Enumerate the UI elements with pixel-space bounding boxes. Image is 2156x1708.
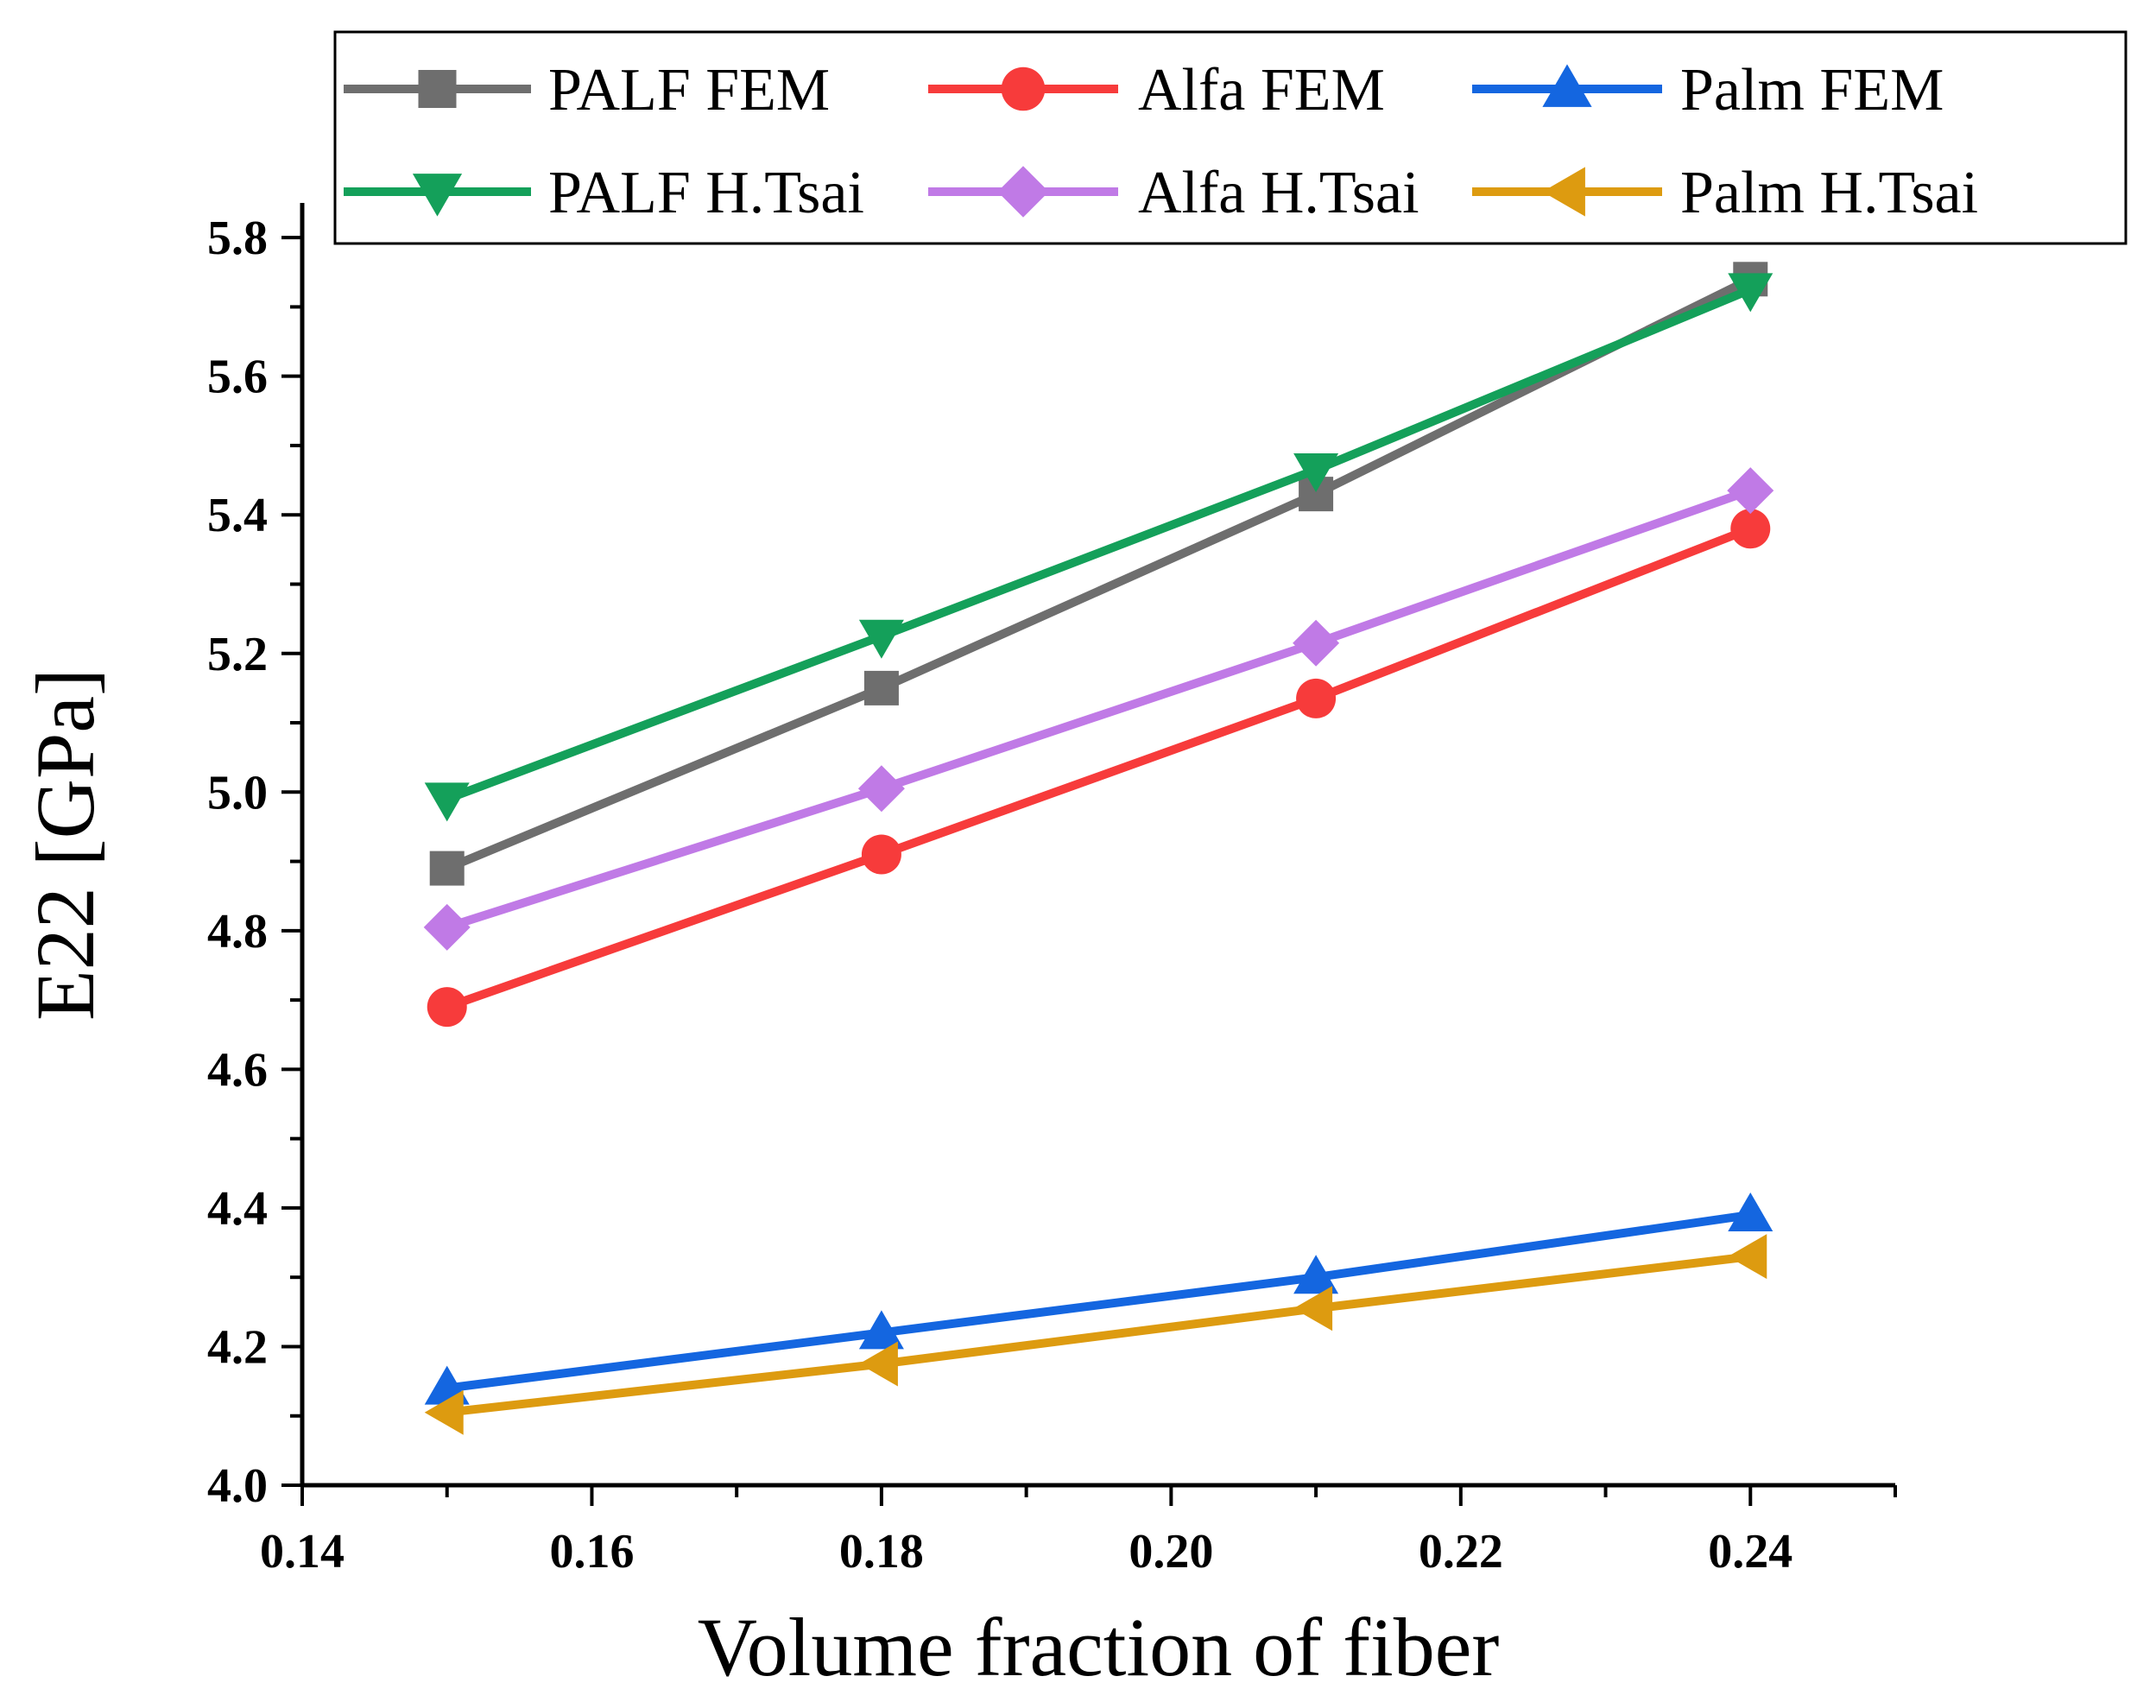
y-tick-label: 4.0 xyxy=(207,1459,268,1513)
data-point-2-1 xyxy=(858,1310,904,1350)
legend-entry-2: Palm FEM xyxy=(1472,57,1944,123)
legend-marker-2 xyxy=(1542,64,1592,107)
y-tick-label: 4.4 xyxy=(207,1182,268,1236)
legend-label-3: PALF H.Tsai xyxy=(548,160,864,226)
series-line-0 xyxy=(445,275,1753,873)
data-point-4-3 xyxy=(1727,467,1774,515)
series-line-1 xyxy=(446,524,1753,1011)
legend-label-0: PALF FEM xyxy=(548,57,830,123)
y-tick-label: 5.2 xyxy=(207,628,268,681)
series-line-5 xyxy=(446,1252,1751,1417)
y-tick-label: 5.6 xyxy=(207,351,268,404)
x-tick-label: 0.24 xyxy=(1708,1525,1792,1578)
legend-entry-4: Alfa H.Tsai xyxy=(928,160,1419,226)
legend-entry-3: PALF H.Tsai xyxy=(344,160,864,226)
legend: PALF FEM Alfa FEM Palm FEM PALF H.Tsai Alfa … xyxy=(333,30,2128,245)
axes-layer: 0.14 0.16 0.18 0.20 0.22 0.24 4.0 4.2 4.4 4.6 4.8 5… xyxy=(207,203,1897,1578)
series-3 xyxy=(424,273,1773,822)
data-point-2-2 xyxy=(1293,1255,1339,1294)
x-axis-title: Volume fraction of fiber xyxy=(698,1601,1500,1693)
legend-box xyxy=(333,30,2128,245)
y-tick-label: 5.8 xyxy=(207,212,268,265)
x-tick-label: 0.18 xyxy=(839,1525,924,1578)
legend-marker-1 xyxy=(1001,66,1046,111)
data-point-0-0 xyxy=(429,851,465,886)
series-5 xyxy=(424,1234,1767,1435)
legend-label-4: Alfa H.Tsai xyxy=(1138,160,1419,226)
y-tick-label: 5.0 xyxy=(207,766,268,819)
data-point-1-3 xyxy=(1730,509,1771,549)
legend-label-2: Palm FEM xyxy=(1680,57,1944,123)
y-tick-label: 4.6 xyxy=(207,1043,268,1097)
legend-marker-0 xyxy=(418,70,457,108)
data-point-5-0 xyxy=(424,1389,464,1435)
legend-entry-0: PALF FEM xyxy=(344,57,830,123)
data-point-3-2 xyxy=(1293,453,1339,493)
y-axis-title: E22 [GPa] xyxy=(19,668,111,1021)
data-point-1-2 xyxy=(1296,678,1337,718)
data-point-0-1 xyxy=(863,670,899,705)
data-point-4-0 xyxy=(423,903,471,951)
data-point-5-2 xyxy=(1293,1286,1333,1332)
data-point-3-3 xyxy=(1728,273,1773,313)
y-tick-label: 5.4 xyxy=(207,489,268,542)
series-4 xyxy=(423,467,1774,951)
x-tick-label: 0.14 xyxy=(260,1525,345,1578)
series-2 xyxy=(424,1192,1773,1405)
x-tick-label: 0.22 xyxy=(1419,1525,1503,1578)
legend-marker-3 xyxy=(412,174,463,217)
data-point-1-0 xyxy=(427,987,467,1028)
data-point-3-0 xyxy=(424,782,470,822)
series-0 xyxy=(429,262,1768,886)
data-point-4-1 xyxy=(857,765,905,813)
y-tick-label: 4.2 xyxy=(207,1320,268,1374)
data-point-4-2 xyxy=(1293,619,1340,667)
series-line-3 xyxy=(445,285,1753,804)
legend-marker-5 xyxy=(1542,167,1585,217)
series-line-4 xyxy=(446,486,1752,932)
legend-entry-1: Alfa FEM xyxy=(928,57,1385,123)
legend-label-5: Palm H.Tsai xyxy=(1680,160,1978,226)
data-point-3-1 xyxy=(858,619,904,659)
legend-label-1: Alfa FEM xyxy=(1138,57,1385,123)
data-point-2-3 xyxy=(1728,1192,1773,1231)
legend-marker-4 xyxy=(997,166,1049,218)
y-tick-label: 4.8 xyxy=(207,905,268,958)
series-layer xyxy=(423,262,1774,1435)
legend-entry-5: Palm H.Tsai xyxy=(1472,160,1978,226)
x-tick-label: 0.20 xyxy=(1129,1525,1213,1578)
series-line-2 xyxy=(446,1211,1751,1393)
series-1 xyxy=(427,509,1771,1028)
data-point-5-1 xyxy=(858,1341,898,1387)
data-point-5-3 xyxy=(1728,1234,1767,1280)
data-point-1-1 xyxy=(861,834,901,875)
x-tick-label: 0.16 xyxy=(549,1525,634,1578)
